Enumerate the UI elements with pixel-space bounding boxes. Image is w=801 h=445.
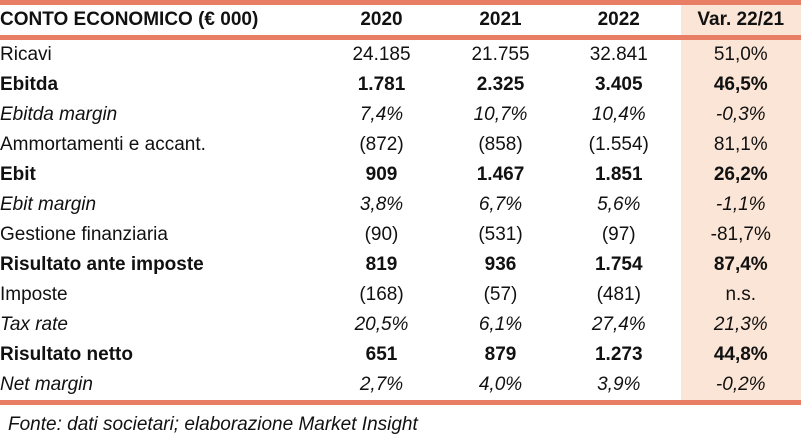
cell-var: 21,3% [677, 310, 801, 340]
cell-2021: 6,1% [478, 314, 523, 335]
row-label: Ebit [0, 164, 36, 185]
cell-2021: 1.467 [476, 164, 525, 185]
cell-2020: 819 [365, 254, 398, 275]
cell-2021: 4,0% [441, 370, 560, 405]
cell-2022: 27,4% [591, 314, 646, 335]
table-row-net-margin: Net margin 2,7% 4,0% 3,9% -0,2% [0, 370, 801, 405]
cell-2020: (872) [359, 134, 404, 155]
cell-var: -0,3% [677, 100, 801, 130]
cell-2022: 32.841 [589, 44, 648, 65]
cell-2021: 10,7% [473, 104, 528, 125]
table-row-imposte: Imposte (168) (57) (481) n.s. [0, 280, 801, 310]
cell-var: -1,1% [677, 190, 801, 220]
cell-2020: 20,5% [354, 314, 409, 335]
income-statement-table: CONTO ECONOMICO (€ 000) 2020 2021 2022 V… [0, 0, 801, 405]
cell-2020: 651 [365, 344, 398, 365]
cell-2021: (858) [478, 134, 523, 155]
table-body: Ricavi 24.185 21.755 32.841 51,0% Ebitda… [0, 37, 801, 405]
cell-2022: (97) [601, 224, 636, 245]
cell-var: -81,7% [677, 220, 801, 250]
cell-2022: (481) [596, 284, 641, 305]
table-row-ebit-margin: Ebit margin 3,8% 6,7% 5,6% -1,1% [0, 190, 801, 220]
cell-var: 51,0% [677, 37, 801, 70]
column-header-2020: 2020 [322, 2, 441, 40]
table-row-ebit: Ebit 909 1.467 1.851 26,2% [0, 160, 801, 190]
cell-2022: 1.273 [594, 344, 643, 365]
cell-2020: 7,4% [359, 104, 404, 125]
row-label: Ammortamenti e accant. [0, 134, 206, 155]
cell-2022: 1.754 [594, 254, 643, 275]
table-row-gestione-finanziaria: Gestione finanziaria (90) (531) (97) -81… [0, 220, 801, 250]
cell-2021: 936 [484, 254, 517, 275]
cell-2020: 2,7% [322, 370, 441, 405]
cell-var: -0,2% [677, 370, 801, 405]
header-row: CONTO ECONOMICO (€ 000) 2020 2021 2022 V… [0, 2, 801, 40]
row-label: Risultato netto [0, 344, 133, 365]
cell-2020: 909 [365, 164, 398, 185]
cell-var: 26,2% [677, 160, 801, 190]
row-label: Gestione finanziaria [0, 224, 168, 245]
cell-var: 44,8% [677, 340, 801, 370]
cell-2021: (57) [483, 284, 518, 305]
source-note: Fonte: dati societari; elaborazione Mark… [8, 414, 418, 435]
cell-2022: 1.851 [594, 164, 643, 185]
table-row-ebitda-margin: Ebitda margin 7,4% 10,7% 10,4% -0,3% [0, 100, 801, 130]
column-header-2022: 2022 [560, 2, 679, 40]
table-row-ammortamenti: Ammortamenti e accant. (872) (858) (1.55… [0, 130, 801, 160]
row-label: Imposte [0, 284, 68, 305]
row-label: Tax rate [0, 314, 68, 335]
row-label: Net margin [0, 370, 322, 405]
column-header-var: Var. 22/21 [677, 2, 801, 40]
cell-2020: (90) [364, 224, 399, 245]
row-label: Ebitda [0, 74, 59, 95]
cell-2021: (531) [478, 224, 523, 245]
row-label: Risultato ante imposte [0, 254, 204, 275]
table-row-risultato-netto: Risultato netto 651 879 1.273 44,8% [0, 340, 801, 370]
table-row-tax-rate: Tax rate 20,5% 6,1% 27,4% 21,3% [0, 310, 801, 340]
cell-2022: 3,9% [560, 370, 679, 405]
cell-2022: 5,6% [597, 194, 641, 215]
row-label: Ricavi [0, 44, 52, 65]
cell-2022: 3.405 [594, 74, 643, 95]
cell-2020: 3,8% [359, 194, 404, 215]
row-label: Ebitda margin [0, 104, 118, 125]
cell-2020: 24.185 [352, 44, 411, 65]
cell-2022: (1.554) [588, 134, 649, 155]
table-title: CONTO ECONOMICO (€ 000) [0, 2, 322, 40]
table-row-ricavi: Ricavi 24.185 21.755 32.841 51,0% [0, 37, 801, 70]
cell-2021: 21.755 [471, 44, 530, 65]
cell-2021: 2.325 [476, 74, 525, 95]
cell-var: n.s. [677, 280, 801, 310]
cell-var: 46,5% [677, 70, 801, 100]
cell-2021: 6,7% [478, 194, 523, 215]
cell-2021: 879 [484, 344, 517, 365]
table-row-ebitda: Ebitda 1.781 2.325 3.405 46,5% [0, 70, 801, 100]
table-row-risultato-ante-imposte: Risultato ante imposte 819 936 1.754 87,… [0, 250, 801, 280]
column-header-2021: 2021 [441, 2, 560, 40]
cell-var: 81,1% [677, 130, 801, 160]
row-label: Ebit margin [0, 194, 97, 215]
cell-2020: 1.781 [357, 74, 406, 95]
cell-2022: 10,4% [591, 104, 646, 125]
cell-2020: (168) [359, 284, 404, 305]
cell-var: 87,4% [677, 250, 801, 280]
